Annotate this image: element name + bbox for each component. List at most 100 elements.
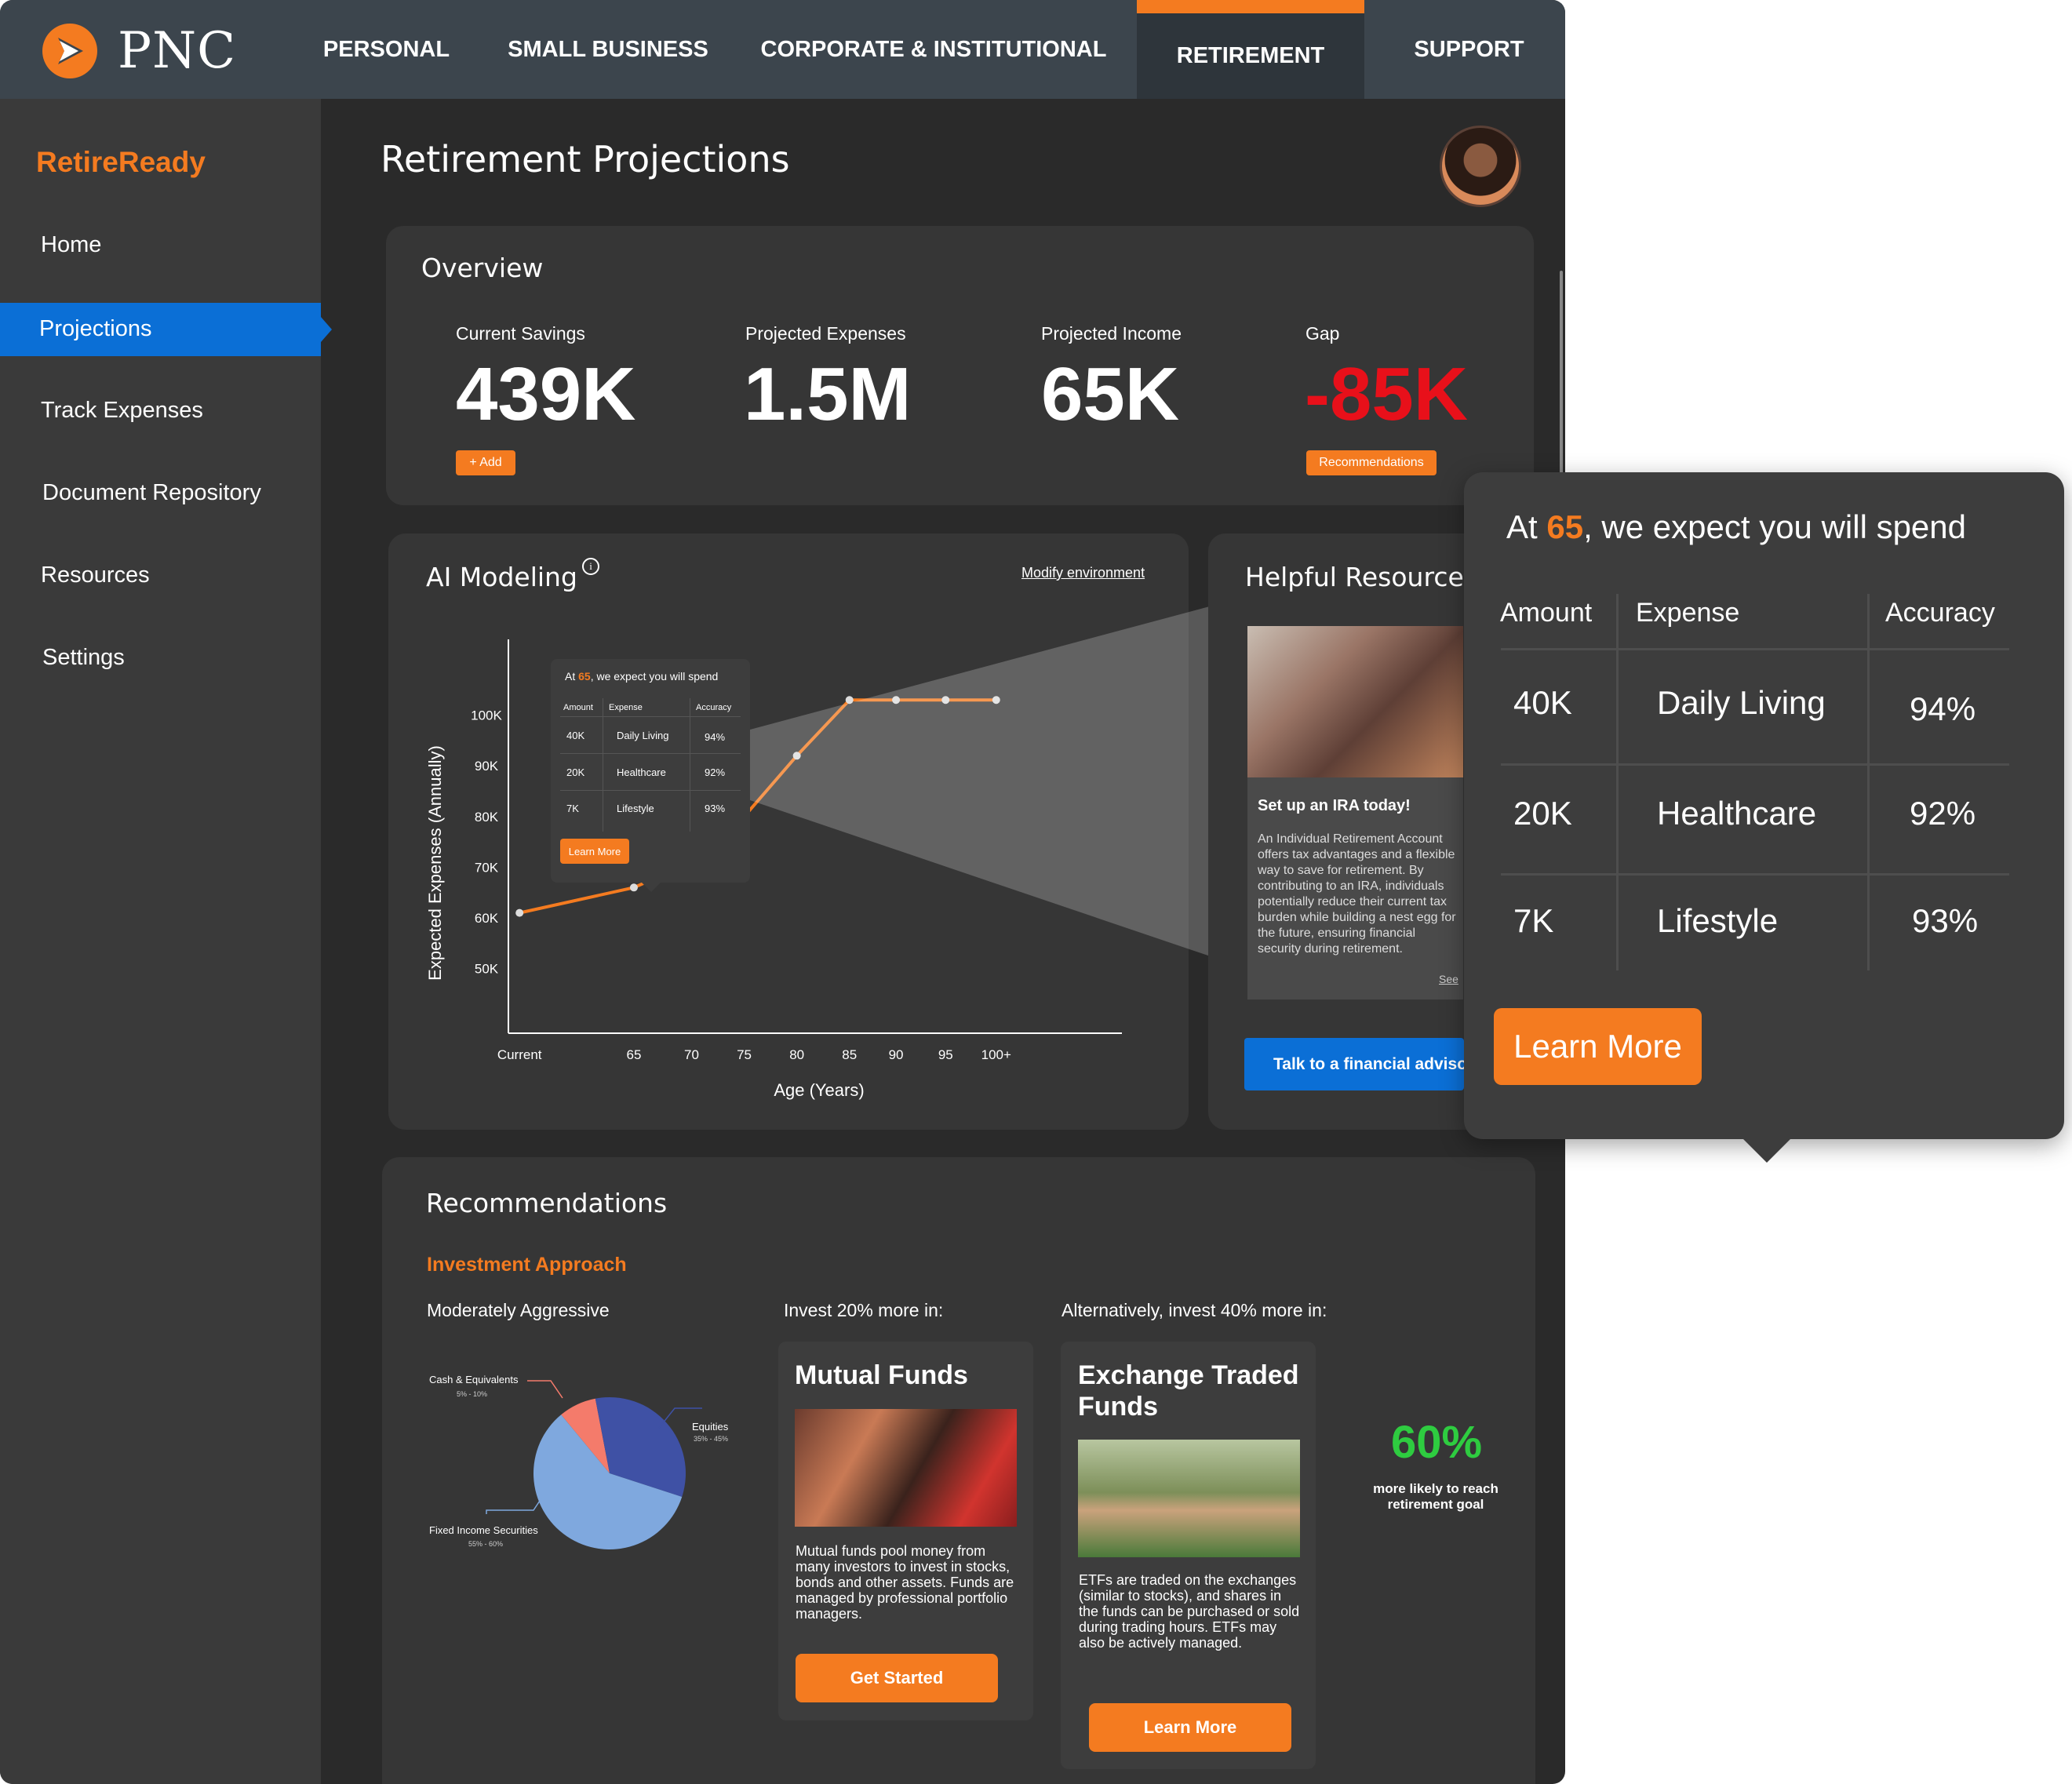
zoomed-expense-3: Lifestyle: [1657, 902, 1779, 939]
get-started-button[interactable]: Get Started: [796, 1654, 998, 1702]
user-avatar[interactable]: [1440, 126, 1521, 207]
pie-label-cash: Cash & Equivalents: [429, 1374, 519, 1385]
chart-tooltip-amount-1: 40K: [566, 730, 585, 741]
stat-value-gap: -85K: [1305, 352, 1469, 436]
x-tick-label: 85: [842, 1047, 857, 1062]
zoomed-row-line: [1501, 763, 2009, 766]
info-icon[interactable]: i: [582, 558, 599, 575]
x-tick-label: 90: [889, 1047, 904, 1062]
x-tick-label: 95: [938, 1047, 953, 1062]
sidebar-item-document-repository[interactable]: Document Repository: [42, 480, 261, 505]
stat-label-current-savings: Current Savings: [456, 323, 585, 344]
data-point[interactable]: [845, 696, 854, 704]
zoomed-learn-more-button[interactable]: Learn More: [1494, 1008, 1702, 1085]
sidebar-item-settings[interactable]: Settings: [42, 645, 125, 670]
nav-small-business[interactable]: SMALL BUSINESS: [508, 36, 708, 62]
zoomed-expense-1: Daily Living: [1657, 684, 1826, 721]
zoomed-tooltip-heading: At 65, we expect you will spend: [1506, 508, 1966, 545]
zoomed-divider: [1867, 594, 1870, 970]
stat-label-projected-income: Projected Income: [1041, 323, 1182, 344]
recommendations-button[interactable]: Recommendations: [1306, 450, 1437, 475]
y-axis-label: Expected Expenses (Annually): [425, 745, 445, 981]
y-tick-label: 50K: [475, 962, 499, 977]
approach-value: Moderately Aggressive: [427, 1300, 610, 1320]
pie-range-fixed-income: 55% - 60%: [468, 1540, 504, 1548]
see-more-link[interactable]: See: [1439, 973, 1458, 985]
modify-environment-link[interactable]: Modify environment: [1021, 565, 1145, 581]
sidebar-item-track-expenses[interactable]: Track Expenses: [41, 398, 203, 423]
x-axis-label: Age (Years): [774, 1080, 864, 1100]
zoomed-expense-2: Healthcare: [1657, 795, 1817, 832]
sidebar-active-pointer: [321, 317, 332, 342]
talk-to-advisor-button[interactable]: Talk to a financial advisor: [1244, 1038, 1464, 1090]
chart-tooltip-amount-3: 7K: [566, 803, 579, 814]
invest-20-label: Invest 20% more in:: [784, 1300, 944, 1320]
data-point[interactable]: [992, 696, 1000, 704]
chart-tooltip-pointer: [642, 883, 661, 892]
pnc-logo-icon[interactable]: [42, 24, 97, 78]
add-savings-button[interactable]: + Add: [456, 450, 515, 475]
zoomed-header-accuracy: Accuracy: [1885, 598, 1995, 628]
scrollbar[interactable]: [1560, 271, 1563, 475]
chart-tooltip-learn-more-button[interactable]: Learn More: [560, 839, 629, 864]
ira-card-title: Set up an IRA today!: [1258, 797, 1411, 814]
mutual-funds-title: Mutual Funds: [795, 1360, 968, 1390]
brand-name[interactable]: PNC: [118, 22, 237, 80]
etf-title: Exchange Traded Funds: [1078, 1360, 1299, 1422]
data-point[interactable]: [941, 696, 950, 704]
expenses-line-chart: 100K 90K 80K 70K 60K 50K Current 65 70 75 80 85 90 9…: [425, 639, 1122, 1100]
etf-photo: [1078, 1440, 1300, 1557]
chart-tooltip-expense-1: Daily Living: [617, 730, 669, 741]
pie-slice: [533, 1414, 683, 1549]
nav-retirement[interactable]: RETIREMENT: [1137, 0, 1364, 99]
page-title: Retirement Projections: [381, 138, 790, 180]
zoomed-amount-1: 40K: [1513, 684, 1572, 721]
zoomed-header-amount: Amount: [1500, 598, 1593, 628]
sidebar-item-resources[interactable]: Resources: [41, 563, 150, 588]
chart-tooltip-accuracy-2: 92%: [705, 766, 726, 778]
pie-label-equities: Equities: [692, 1421, 729, 1433]
pie-label-fixed-income: Fixed Income Securities: [429, 1524, 538, 1536]
x-tick-label: 75: [737, 1047, 752, 1062]
y-tick-label: 80K: [475, 810, 499, 825]
pie-range-equities: 35% - 45%: [694, 1435, 729, 1443]
invest-40-label: Alternatively, invest 40% more in:: [1061, 1300, 1327, 1320]
ira-card: [1247, 777, 1463, 999]
resources-title: Helpful Resources: [1245, 562, 1477, 592]
y-tick-label: 100K: [471, 708, 502, 723]
zoomed-row-line: [1501, 648, 2009, 650]
zoomed-divider: [1616, 594, 1619, 970]
zoomed-row-line: [1501, 873, 2009, 876]
likelihood-text: more likely to reach retirement goal: [1373, 1481, 1498, 1512]
zoomed-amount-2: 20K: [1513, 795, 1572, 832]
pie-range-cash: 5% - 10%: [457, 1390, 488, 1398]
chart-tooltip-accuracy-3: 93%: [705, 803, 726, 814]
sidebar-item-projections[interactable]: Projections: [39, 316, 152, 341]
allocation-pie-chart: [486, 1380, 702, 1549]
y-tick-label: 90K: [475, 759, 499, 774]
mutual-funds-text: Mutual funds pool money from many invest…: [796, 1543, 1014, 1622]
x-tick-label: Current: [497, 1047, 542, 1062]
nav-support[interactable]: SUPPORT: [1414, 36, 1524, 62]
data-point[interactable]: [515, 908, 524, 917]
top-navigation-bar: PNC PERSONAL SMALL BUSINESS CORPORATE & …: [0, 0, 1565, 99]
sidebar-active-highlight: [0, 303, 321, 356]
likelihood-percentage: 60%: [1391, 1417, 1483, 1468]
nav-corporate-institutional[interactable]: CORPORATE & INSTITUTIONAL: [760, 36, 1107, 62]
investment-approach-label: Investment Approach: [427, 1254, 627, 1276]
data-point[interactable]: [629, 883, 638, 892]
y-tick-label: 60K: [475, 911, 499, 926]
data-point[interactable]: [792, 752, 801, 760]
chart-tooltip-expense-2: Healthcare: [617, 766, 666, 778]
data-point[interactable]: [892, 696, 901, 704]
zoomed-amount-3: 7K: [1513, 902, 1554, 939]
sidebar-item-home[interactable]: Home: [41, 232, 102, 257]
stat-value-projected-expenses: 1.5M: [744, 352, 912, 436]
nav-personal[interactable]: PERSONAL: [322, 36, 450, 62]
zoomed-accuracy-1: 94%: [1910, 690, 1976, 727]
chart-tooltip-accuracy-1: 94%: [705, 731, 726, 743]
chart-tooltip-heading: At 65, we expect you will spend: [565, 670, 719, 683]
etf-learn-more-button[interactable]: Learn More: [1089, 1703, 1291, 1752]
family-photo: [1247, 626, 1463, 777]
x-tick-label: 70: [684, 1047, 699, 1062]
